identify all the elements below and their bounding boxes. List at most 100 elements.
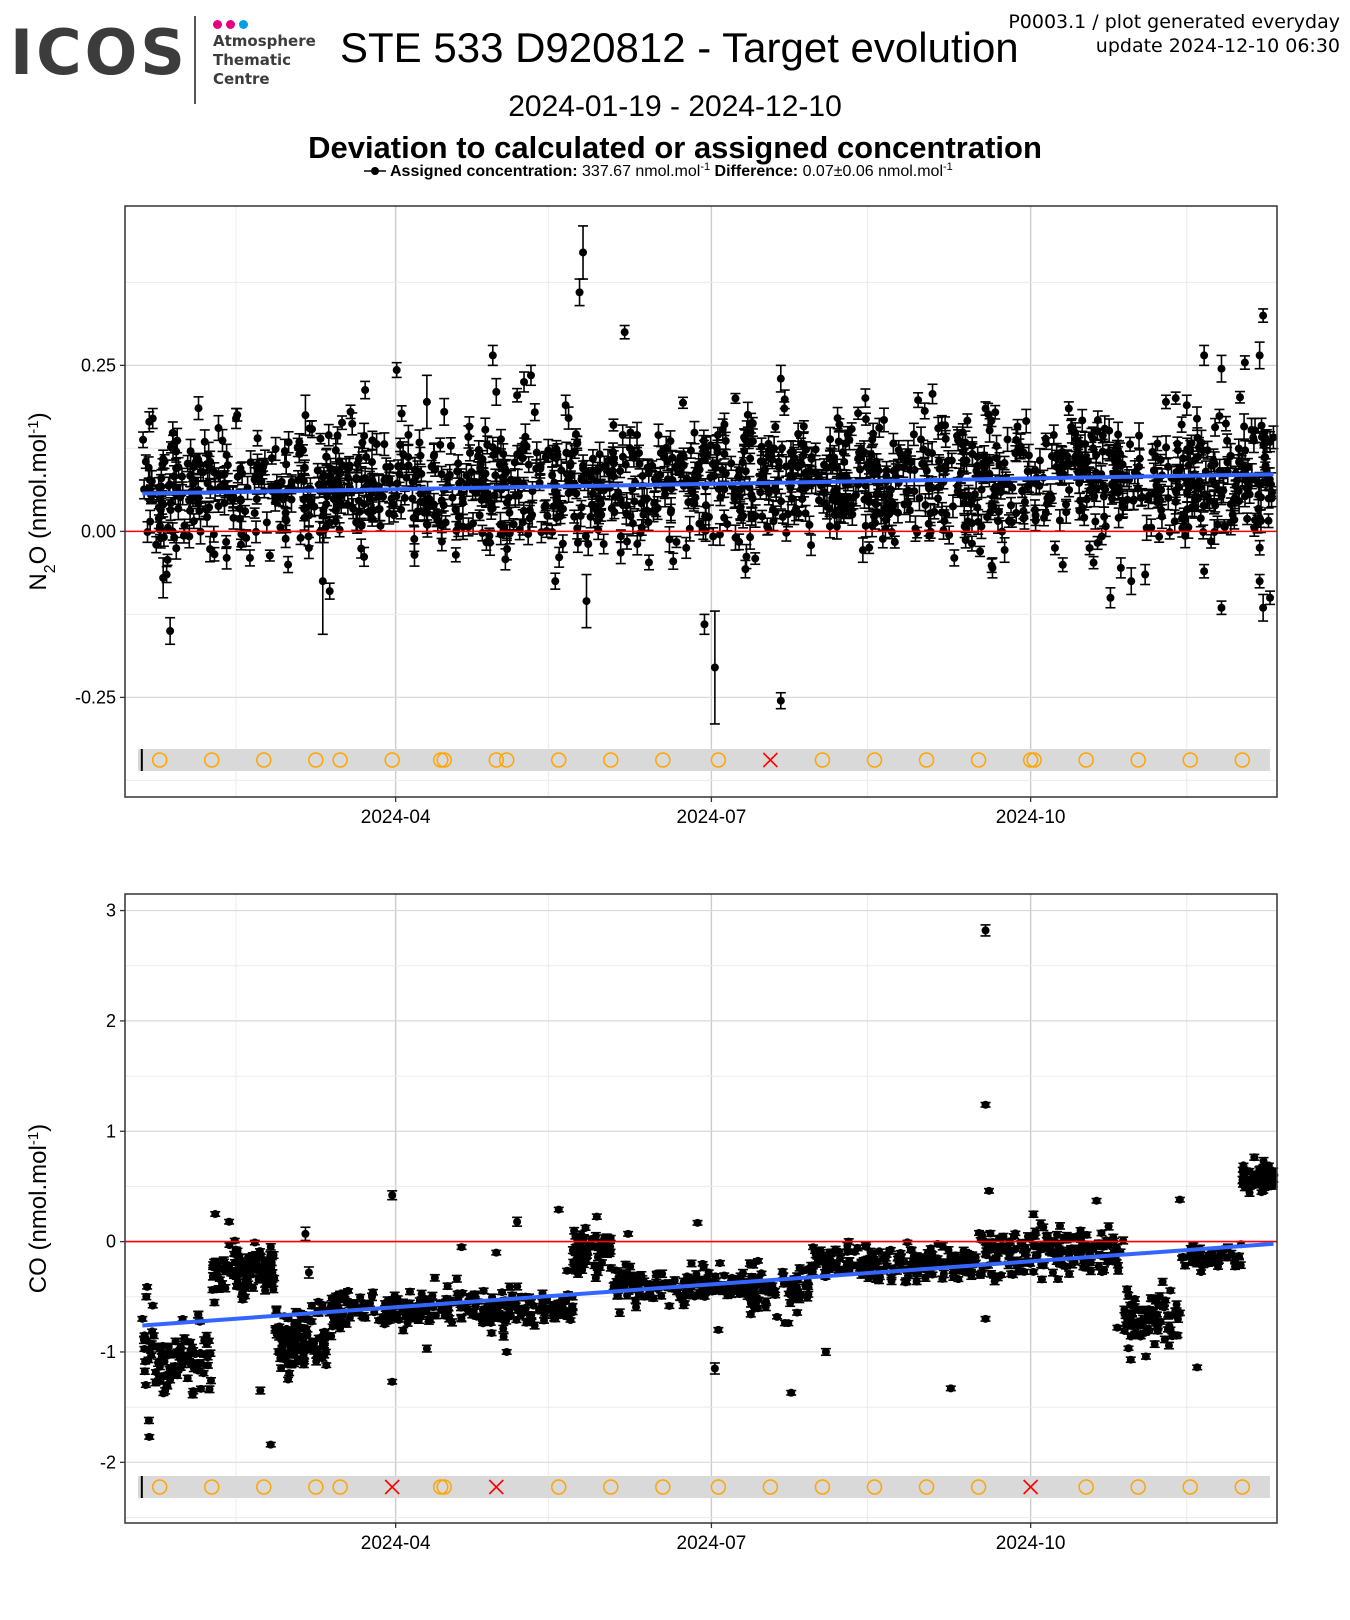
logo-subtitle-line: Thematic — [213, 51, 292, 69]
chart-legend: Assigned concentration: 337.67 nmol.mol-… — [364, 161, 953, 180]
data-point-group — [572, 435, 583, 452]
data-point — [253, 434, 262, 443]
data-point — [961, 536, 970, 545]
data-point — [978, 470, 987, 479]
data-point — [1108, 494, 1117, 503]
data-point-group — [445, 437, 456, 455]
data-point-group — [307, 419, 318, 439]
data-point — [771, 422, 780, 431]
data-point-group — [1023, 443, 1034, 468]
data-point — [930, 507, 939, 516]
data-point-group — [1220, 415, 1231, 432]
data-point-group — [474, 509, 485, 522]
data-point — [185, 532, 194, 541]
data-point-group — [495, 511, 506, 538]
logo-subtitle-line: Atmosphere — [213, 32, 316, 50]
data-point — [1243, 514, 1252, 523]
data-point-group — [436, 531, 447, 552]
data-point-group — [975, 545, 986, 558]
plot-meta: P0003.1 / plot generated everyday update… — [1008, 10, 1340, 58]
data-point — [618, 431, 627, 440]
data-point — [338, 418, 347, 427]
data-point-group — [403, 424, 414, 446]
data-point — [358, 438, 367, 447]
data-point-group — [608, 418, 619, 432]
legend-part: -1 — [700, 161, 710, 173]
data-point — [851, 490, 860, 499]
data-point — [528, 487, 537, 496]
data-point — [948, 502, 957, 511]
data-point — [833, 414, 842, 423]
data-point-group — [395, 437, 406, 453]
data-point — [503, 545, 512, 554]
data-point — [475, 511, 484, 520]
data-point-group — [1234, 390, 1245, 404]
data-point-group — [1012, 418, 1023, 435]
data-point — [618, 452, 627, 461]
logo-dots — [213, 16, 252, 29]
data-point-group — [701, 436, 712, 460]
data-point — [584, 539, 593, 548]
data-point — [1138, 493, 1147, 502]
data-point — [768, 505, 777, 514]
data-point — [1126, 440, 1135, 449]
data-point — [736, 503, 745, 512]
data-point — [1047, 452, 1056, 461]
data-point — [945, 531, 954, 540]
data-point — [564, 414, 573, 423]
data-point — [672, 537, 681, 546]
data-point — [1241, 446, 1250, 455]
data-point-group — [261, 511, 272, 534]
data-point — [777, 444, 786, 453]
data-point — [995, 460, 1004, 469]
data-point — [757, 442, 766, 451]
data-point — [586, 512, 595, 521]
data-point-group — [1156, 503, 1167, 530]
data-point — [376, 521, 385, 530]
data-point — [634, 449, 643, 458]
logo-dot — [226, 20, 235, 29]
data-point-group — [138, 431, 149, 449]
data-point — [1020, 497, 1029, 506]
data-point-group — [1015, 433, 1026, 460]
data-point — [1155, 532, 1164, 541]
data-point-group — [523, 456, 534, 474]
data-point — [875, 423, 884, 432]
data-point-group — [617, 446, 628, 468]
data-point-group — [403, 457, 414, 474]
data-point — [509, 520, 518, 529]
data-point — [1024, 451, 1033, 460]
data-point-group — [502, 537, 513, 561]
data-point-group — [1002, 426, 1013, 453]
data-point-group — [677, 396, 688, 410]
data-point-group — [440, 515, 451, 531]
data-point — [1154, 493, 1163, 502]
data-point — [1099, 492, 1108, 501]
data-point — [798, 451, 807, 460]
data-point-group — [465, 444, 476, 462]
data-point — [242, 534, 251, 543]
data-point — [380, 440, 389, 449]
data-point-group — [750, 552, 761, 566]
logo-subtitle-line: Centre — [213, 70, 270, 88]
data-point-group — [194, 452, 205, 476]
data-point — [633, 430, 642, 439]
data-point-group — [734, 533, 745, 551]
data-point — [505, 508, 514, 517]
data-point — [1221, 419, 1230, 428]
data-point — [267, 454, 276, 463]
data-point — [1061, 500, 1070, 509]
data-point-group — [252, 429, 263, 447]
data-point — [608, 447, 617, 456]
data-point-group — [929, 504, 940, 520]
data-point — [375, 505, 384, 514]
data-point — [742, 552, 751, 561]
data-point — [331, 517, 340, 526]
data-point — [702, 444, 711, 453]
data-point — [1098, 447, 1107, 456]
data-point-group — [786, 491, 797, 506]
data-point — [236, 540, 245, 549]
data-point-group — [1107, 492, 1118, 505]
data-point-group — [554, 546, 565, 568]
data-point-group — [615, 529, 626, 544]
